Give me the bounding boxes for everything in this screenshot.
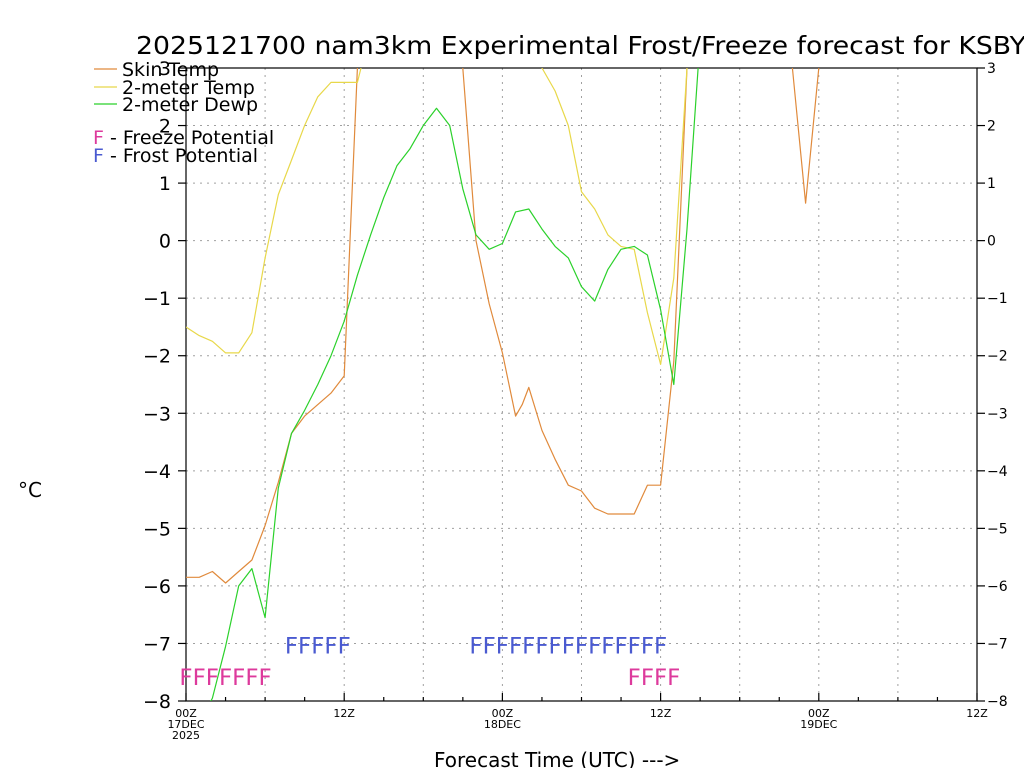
y-tick-label-right: −7: [987, 636, 1008, 652]
y-tick-label-left: −1: [143, 288, 171, 310]
legend-freeze-potential: F - Freeze Potential: [93, 127, 274, 149]
legend-frost-letter: F: [93, 145, 104, 167]
legend-frost-potential: F - Frost Potential: [93, 145, 258, 167]
frost-potential-run-0: FFFFF: [285, 634, 351, 659]
x-tick-label-line: 00Z: [175, 707, 197, 720]
y-tick-label-left: 1: [159, 173, 171, 195]
x-tick-label-line: 12Z: [333, 707, 355, 720]
x-tick-label-line: 19DEC: [800, 718, 837, 731]
y-tick-label-right: 3: [987, 61, 996, 77]
grid-lines: [186, 68, 977, 701]
y-tick-label-left: −5: [143, 518, 171, 540]
x-tick-label-line: 12Z: [966, 707, 988, 720]
x-tick-label: 12Z: [650, 707, 672, 720]
y-tick-label-left: 0: [159, 231, 171, 253]
y-tick-label-left: −6: [143, 576, 171, 598]
y-axis-label: °C: [18, 478, 42, 502]
series-lines: [186, 68, 820, 701]
x-tick-label-line: 18DEC: [484, 718, 521, 731]
potential-markers: FFFFFFF FFFFFFFFF FFFFFFFFFFFFFFF: [179, 634, 680, 691]
y-axis-right: −8 −7 −6 −5 −4 −3 −2 −1 0 1 2 3: [977, 61, 1008, 710]
x-tick-label-line: 12Z: [650, 707, 672, 720]
x-axis-label: Forecast Time (UTC) --->: [434, 748, 680, 768]
y-tick-label-left: −8: [143, 691, 171, 713]
y-tick-label-left: −7: [143, 633, 171, 655]
legend-freeze-label: - Freeze Potential: [104, 127, 274, 149]
y-axis-left: −8 −7 −6 −5 −4 −3 −2 −1 0 1 2 3: [143, 58, 186, 713]
legend-label-2m-dewp: 2-meter Dewp: [122, 94, 258, 116]
legend-frost-label: - Frost Potential: [104, 145, 258, 167]
series-line-2-meter-dewp: [210, 68, 699, 701]
x-tick-label: 12Z: [333, 707, 355, 720]
y-tick-label-left: −2: [143, 346, 171, 368]
x-tick-label: 12Z: [966, 707, 988, 720]
legend-label-2m-temp: 2-meter Temp: [122, 77, 255, 99]
y-tick-label-right: −3: [987, 406, 1008, 422]
y-tick-label-right: −1: [987, 291, 1008, 307]
y-tick-label-right: 2: [987, 119, 996, 135]
y-tick-label-right: −5: [987, 521, 1008, 537]
freeze-potential-run-1: FFFF: [628, 666, 681, 691]
x-tick-label-line: 2025: [172, 729, 200, 742]
y-tick-label-right: 1: [987, 176, 996, 192]
x-tick-label-line: 17DEC: [167, 718, 204, 731]
legend: Skin Temp 2-meter Temp 2-meter Dewp F - …: [93, 59, 274, 167]
series-line-skin-temp: [186, 68, 820, 584]
x-tick-label-line: 00Z: [492, 707, 514, 720]
y-tick-label-right: −4: [987, 464, 1008, 480]
y-tick-label-right: 0: [987, 234, 996, 250]
x-tick-label: 00Z 18DEC: [484, 707, 521, 731]
y-tick-label-right: −2: [987, 349, 1008, 365]
x-tick-label: 00Z 19DEC: [800, 707, 837, 731]
y-tick-label-left: 2: [159, 116, 171, 138]
chart-title: 2025121700 nam3km Experimental Frost/Fre…: [136, 31, 1024, 60]
y-tick-label-right: −6: [987, 579, 1008, 595]
y-tick-label-right: −8: [987, 694, 1008, 710]
y-tick-label-left: −4: [143, 461, 171, 483]
x-tick-label-line: 00Z: [808, 707, 830, 720]
frost-potential-run-1: FFFFFFFFFFFFFFF: [469, 634, 667, 659]
y-tick-label-left: −3: [143, 403, 171, 425]
y-tick-label-left: 3: [159, 58, 171, 80]
series-line-2-meter-temp: [186, 68, 688, 365]
legend-label-skin-temp: Skin Temp: [122, 59, 219, 81]
legend-freeze-letter: F: [93, 127, 104, 149]
freeze-potential-run-0: FFFFFFF: [179, 666, 271, 691]
x-tick-label: 00Z 17DEC 2025: [167, 707, 204, 742]
